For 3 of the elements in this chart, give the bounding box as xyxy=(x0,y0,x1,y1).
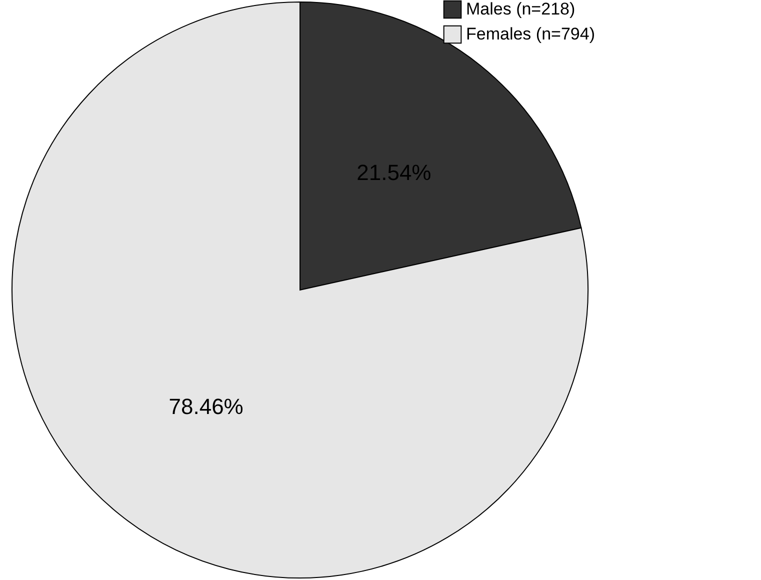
legend-label: Males (n=218) xyxy=(466,0,576,18)
legend-label: Females (n=794) xyxy=(466,24,595,44)
data-label: 78.46% xyxy=(168,394,244,419)
